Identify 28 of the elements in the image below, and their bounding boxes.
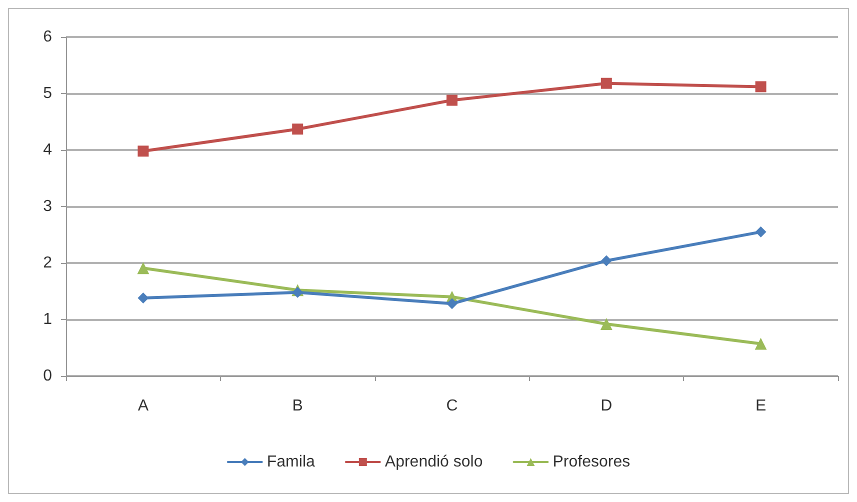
point [755,81,766,92]
point [755,226,766,238]
point [292,124,304,135]
y-tick-label: 2 [43,254,52,272]
legend-label: Famila [266,454,315,470]
x-tick-label: E [755,398,766,414]
y-tick-label: 6 [43,28,52,46]
x-tick-label: A [138,398,149,414]
x-tick-label: C [446,398,458,414]
x-tick-label: D [600,398,612,414]
point [754,338,767,350]
point [600,318,612,330]
point [137,262,150,274]
point [446,94,458,106]
point [600,255,612,266]
x-tick-label: B [292,398,303,414]
legend-label: Aprendió solo [384,454,483,470]
y-tick-label: 3 [43,198,52,215]
point [138,292,149,304]
y-tick-label: 0 [43,368,52,384]
point [138,146,149,157]
point [292,286,304,298]
y-tick-label: 5 [43,85,52,102]
y-tick-label: 4 [43,142,52,158]
y-tick-label: 1 [43,311,52,328]
legend-label: Profesores [552,454,630,470]
point [446,298,458,310]
point [600,78,612,89]
